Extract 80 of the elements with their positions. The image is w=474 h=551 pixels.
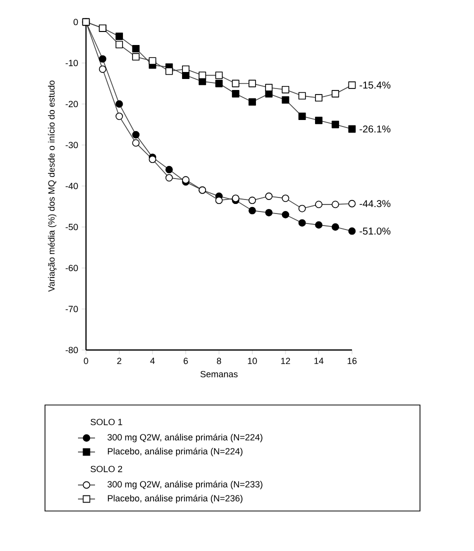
point (232, 194, 240, 202)
point (348, 200, 356, 208)
point (265, 192, 273, 200)
x-tick-label: 2 (117, 358, 122, 364)
point (315, 94, 322, 102)
x-tick-label: 8 (216, 358, 222, 364)
point (348, 227, 356, 235)
legend-label: 300 mg Q2W, análise primária (N=233) (108, 480, 262, 490)
point (332, 120, 340, 128)
point (348, 81, 356, 89)
point (165, 166, 173, 174)
point (348, 125, 356, 133)
y-tick-label: 0 (74, 18, 78, 26)
point (265, 84, 273, 92)
point (132, 53, 140, 61)
y-tick-label: -60 (66, 264, 78, 272)
point (98, 65, 106, 73)
x-tick-label: 14 (314, 358, 324, 364)
point (298, 92, 306, 100)
legend-label: Placebo, análise primária (N=236) (108, 494, 242, 504)
point (232, 80, 240, 88)
point (116, 100, 123, 108)
point (148, 156, 156, 164)
point (132, 44, 140, 52)
point (282, 194, 290, 202)
point (282, 86, 290, 94)
point (148, 57, 156, 65)
point (232, 90, 240, 98)
point (215, 196, 223, 204)
point (282, 96, 290, 104)
x-tick-label: 12 (281, 358, 290, 364)
point (282, 210, 290, 218)
point (315, 116, 322, 124)
y-tick-label: -20 (66, 100, 78, 108)
point (116, 40, 123, 48)
point (265, 208, 273, 216)
y-axis-title: Variação média (%) dos MQ desde o início do estudo (48, 80, 56, 292)
point (298, 204, 306, 212)
point (132, 131, 140, 138)
data-label: -44.3% (360, 200, 390, 208)
point (182, 65, 190, 73)
x-tick-label: 16 (348, 358, 357, 364)
y-tick-label: -80 (66, 346, 78, 354)
point (298, 112, 306, 120)
data-label: -51.0% (360, 228, 390, 235)
text: SOLO 1 (90, 418, 122, 426)
point (298, 219, 306, 227)
point (315, 200, 322, 208)
point (332, 223, 340, 231)
y-tick-label: -40 (66, 182, 78, 190)
y-tick-label: -30 (66, 142, 78, 148)
y-tick-label: -70 (66, 306, 78, 312)
point (248, 206, 256, 214)
point (248, 80, 256, 88)
point (198, 72, 206, 79)
legend-label: Placebo, análise primária (N=224) (108, 448, 242, 456)
point (132, 139, 140, 147)
point (116, 32, 123, 40)
text: SOLO 2 (90, 466, 122, 472)
point (165, 174, 173, 182)
point (332, 200, 340, 208)
legend-label: 300 mg Q2W, análise primária (N=224) (108, 434, 262, 442)
y-tick-label: -50 (66, 224, 78, 230)
point (165, 68, 173, 75)
x-axis-title: Semanas (200, 370, 238, 378)
data-label: -15.4% (360, 82, 390, 89)
data-label: -26.1% (360, 125, 390, 133)
x-tick-label: 4 (150, 358, 155, 364)
x-tick-label: 10 (248, 358, 257, 364)
point (98, 55, 106, 63)
point (116, 112, 123, 120)
point (315, 221, 322, 229)
point (332, 90, 340, 98)
point (248, 196, 256, 204)
x-tick-label: 0 (84, 358, 88, 364)
point (215, 72, 223, 79)
point (248, 98, 256, 106)
point (215, 80, 223, 88)
y-tick-label: -10 (66, 60, 78, 66)
x-tick-label: 6 (184, 358, 188, 364)
